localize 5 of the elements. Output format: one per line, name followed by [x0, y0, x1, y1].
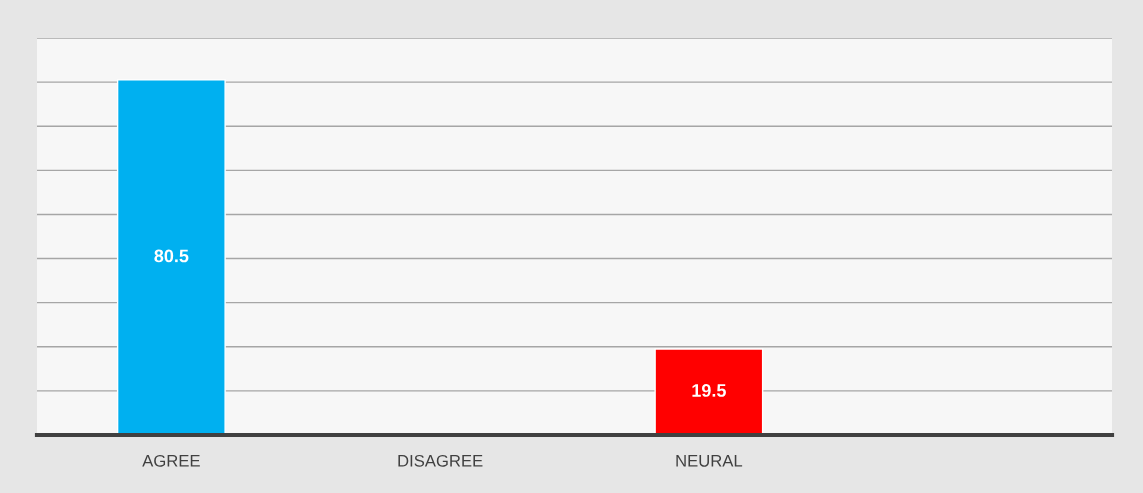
- x-tick-label: NEURAL: [676, 455, 743, 467]
- x-tick-label: AGREE: [142, 454, 200, 467]
- x-tick-label: DISAGREE: [398, 454, 483, 467]
- data-label: 19.5: [692, 384, 726, 397]
- data-label: 80.5: [154, 249, 189, 263]
